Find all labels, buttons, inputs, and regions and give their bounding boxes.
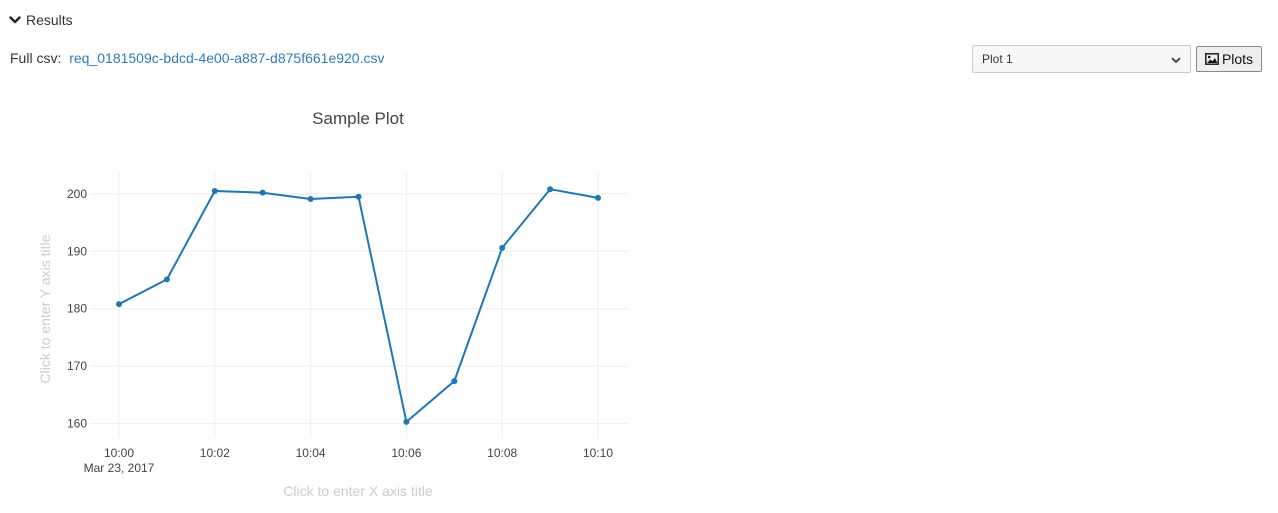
x-tick-label: 10:00 (104, 446, 134, 460)
y-tick-label: 200 (67, 187, 87, 201)
x-tick-label: 10:10 (583, 446, 613, 460)
data-point[interactable] (547, 186, 554, 193)
y-tick-label: 180 (67, 302, 87, 316)
y-tick-label: 160 (67, 417, 87, 431)
full-csv-label: Full csv: (10, 50, 62, 66)
data-point[interactable] (403, 418, 410, 425)
chart-title[interactable]: Sample Plot (312, 109, 404, 128)
chart-ticks: 160 170 180 190 200 10:00 10:02 10:04 10:06 10:08… (67, 187, 613, 460)
results-toggle[interactable]: Results (8, 10, 73, 30)
data-point[interactable] (451, 378, 458, 385)
plot-select-value: Plot 1 (982, 52, 1013, 66)
data-point[interactable] (163, 276, 170, 283)
x-tick-label: 10:04 (296, 446, 326, 460)
full-csv-link[interactable]: req_0181509c-bdcd-4e00-a887-d875f661e920… (69, 50, 385, 66)
chevron-down-icon (1170, 54, 1182, 66)
series-line[interactable] (118, 188, 599, 423)
full-csv-row: Full csv: req_0181509c-bdcd-4e00-a887-d8… (10, 50, 384, 66)
chart-grid (90, 172, 628, 438)
data-point[interactable] (211, 187, 218, 194)
data-point[interactable] (307, 196, 314, 203)
x-tick-label: 10:08 (487, 446, 517, 460)
data-point[interactable] (259, 189, 266, 196)
data-point[interactable] (499, 244, 506, 251)
x-tick-label: 10:06 (391, 446, 421, 460)
y-tick-label: 190 (67, 244, 87, 258)
plot-select[interactable]: Plot 1 (972, 45, 1191, 73)
x-date-label: Mar 23, 2017 (84, 461, 155, 475)
chevron-down-icon (8, 13, 22, 27)
results-label: Results (26, 12, 73, 28)
x-tick-label: 10:02 (200, 446, 230, 460)
y-tick-label: 170 (67, 359, 87, 373)
image-icon (1205, 53, 1219, 65)
data-point[interactable] (116, 301, 122, 308)
y-axis-title[interactable]: Click to enter Y axis title (37, 234, 53, 383)
data-point[interactable] (355, 193, 362, 200)
plots-button-label: Plots (1221, 51, 1254, 67)
x-axis-title[interactable]: Click to enter X axis title (283, 483, 433, 499)
data-point[interactable] (595, 194, 601, 201)
chart-series (116, 186, 601, 425)
plots-button[interactable]: Plots (1196, 46, 1262, 72)
